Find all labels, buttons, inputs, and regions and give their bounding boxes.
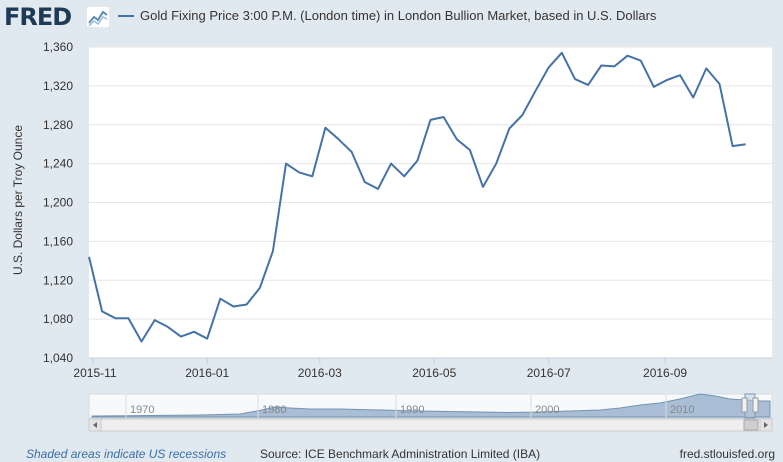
data-point[interactable] — [598, 62, 604, 68]
data-point[interactable] — [125, 315, 131, 321]
x-tick-label: 2015-11 — [73, 366, 116, 380]
y-tick-label: 1,080 — [43, 312, 73, 326]
scrollbar-track[interactable] — [88, 418, 773, 432]
scrollbar-thumb[interactable] — [743, 419, 759, 431]
navigator-ticks: 1970 1980 1990 2000 2010 — [125, 394, 694, 418]
data-point[interactable] — [270, 248, 276, 254]
data-point[interactable] — [441, 114, 447, 120]
data-point[interactable] — [506, 126, 512, 132]
data-point[interactable] — [283, 161, 289, 167]
legend-series-swatch — [118, 15, 134, 17]
data-point[interactable] — [165, 324, 171, 330]
data-point[interactable] — [152, 317, 158, 323]
scroll-right-icon — [764, 422, 768, 428]
x-tick-label: 2016-09 — [643, 366, 687, 380]
fred-logo[interactable]: FRED — [4, 3, 72, 31]
data-point[interactable] — [112, 315, 118, 321]
data-point[interactable] — [336, 136, 342, 142]
line-graph-icon — [86, 6, 110, 28]
navigator-tick-label: 1970 — [130, 404, 154, 416]
data-point[interactable] — [559, 50, 565, 56]
data-point[interactable] — [651, 84, 657, 90]
x-tick-label: 2016-03 — [298, 366, 342, 380]
data-point[interactable] — [730, 143, 736, 149]
data-point[interactable] — [375, 186, 381, 192]
y-tick-label: 1,040 — [43, 351, 73, 365]
navigator-tick-label: 1990 — [400, 404, 424, 416]
data-point[interactable] — [519, 112, 525, 118]
navigator[interactable]: 1970 1980 1990 2000 2010 — [88, 393, 773, 419]
data-point[interactable] — [572, 76, 578, 82]
y-axis-label: U.S. Dollars per Troy Ounce — [11, 125, 25, 275]
x-tick-label: 2016-05 — [412, 366, 456, 380]
data-point[interactable] — [204, 336, 210, 342]
data-point[interactable] — [638, 58, 644, 64]
navigator-tick-label: 2010 — [670, 404, 694, 416]
data-point[interactable] — [257, 285, 263, 291]
data-point[interactable] — [428, 117, 434, 123]
scrollbar[interactable] — [88, 418, 773, 432]
data-point[interactable] — [296, 169, 302, 175]
data-point[interactable] — [533, 88, 539, 94]
data-point[interactable] — [178, 334, 184, 340]
data-point[interactable] — [217, 296, 223, 302]
y-tick-label: 1,320 — [43, 79, 73, 93]
data-point[interactable] — [480, 184, 486, 190]
series-line — [88, 51, 746, 343]
source-note: Source: ICE Benchmark Administration Lim… — [260, 447, 541, 461]
navigator-tick-label: 1980 — [262, 404, 286, 416]
data-point[interactable] — [86, 254, 92, 260]
data-point[interactable] — [139, 338, 145, 344]
data-point[interactable] — [546, 64, 552, 70]
x-axis: 2015-11 2016-01 2016-03 2016-05 2016-07 2016-… — [73, 357, 772, 380]
data-point[interactable] — [493, 161, 499, 167]
data-point[interactable] — [414, 158, 420, 164]
data-point[interactable] — [362, 179, 368, 185]
data-point[interactable] — [625, 53, 631, 59]
navigator-handle-left[interactable] — [741, 397, 748, 413]
x-tick-label: 2016-07 — [527, 366, 571, 380]
y-tick-label: 1,280 — [43, 118, 73, 132]
y-tick-label: 1,120 — [43, 273, 73, 287]
data-point[interactable] — [703, 65, 709, 71]
y-tick-label: 1,240 — [43, 157, 73, 171]
legend-series-label: Gold Fixing Price 3:00 P.M. (London time… — [140, 8, 657, 23]
data-point[interactable] — [467, 147, 473, 153]
y-tick-label: 1,200 — [43, 196, 73, 210]
data-point[interactable] — [230, 303, 236, 309]
data-point[interactable] — [309, 173, 315, 179]
data-point[interactable] — [611, 63, 617, 69]
scroll-left-icon — [93, 422, 97, 428]
data-point[interactable] — [690, 95, 696, 101]
y-axis: 1,040 1,080 1,120 1,160 1,200 1,240 1,280 1,320… — [43, 40, 73, 365]
data-point[interactable] — [244, 302, 250, 308]
data-point[interactable] — [454, 136, 460, 142]
data-point[interactable] — [401, 173, 407, 179]
data-point[interactable] — [191, 329, 197, 335]
y-tick-label: 1,160 — [43, 234, 73, 248]
data-point[interactable] — [99, 308, 105, 314]
data-point[interactable] — [743, 141, 749, 147]
data-point[interactable] — [664, 77, 670, 83]
data-point[interactable] — [716, 81, 722, 87]
x-tick-label: 2016-01 — [185, 366, 229, 380]
data-point[interactable] — [349, 149, 355, 155]
site-link[interactable]: fred.stlouisfed.org — [679, 447, 775, 461]
data-point[interactable] — [585, 82, 591, 88]
data-point[interactable] — [388, 161, 394, 167]
data-point[interactable] — [677, 72, 683, 78]
y-tick-label: 1,360 — [43, 40, 73, 54]
navigator-tick-label: 2000 — [535, 404, 559, 416]
data-point[interactable] — [322, 125, 328, 131]
navigator-handle-right[interactable] — [752, 397, 759, 413]
chart-header: FRED Gold Fixing Price 3:00 P.M. (London… — [0, 0, 783, 36]
recession-note: Shaded areas indicate US recessions — [26, 447, 227, 461]
